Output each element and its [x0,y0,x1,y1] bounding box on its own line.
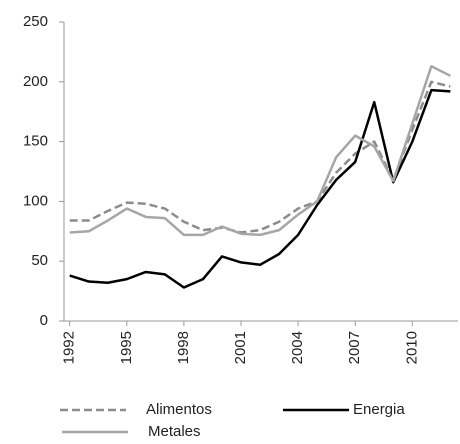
y-tick-label: 0 [40,312,48,329]
x-tick-label: 2004 [289,331,306,364]
x-tick-label: 1998 [175,331,192,364]
line-series [69,88,451,289]
y-tick-label: 150 [23,133,48,150]
x-tick-label: 1995 [118,331,135,364]
x-tick-label: 2010 [403,331,420,364]
y-tick-label: 100 [23,192,48,209]
y-tick-label: 200 [23,73,48,90]
y-tick-label: 250 [23,13,48,30]
legend-label: Energia [353,401,405,418]
x-tick-label: 1992 [61,331,78,364]
x-tick-label: 2001 [232,331,249,364]
y-tick-label: 50 [31,252,48,269]
legend-label: Metales [148,423,201,439]
x-tick-label: 2007 [346,331,363,364]
line-series [69,65,451,237]
legend-label: Alimentos [146,401,212,418]
